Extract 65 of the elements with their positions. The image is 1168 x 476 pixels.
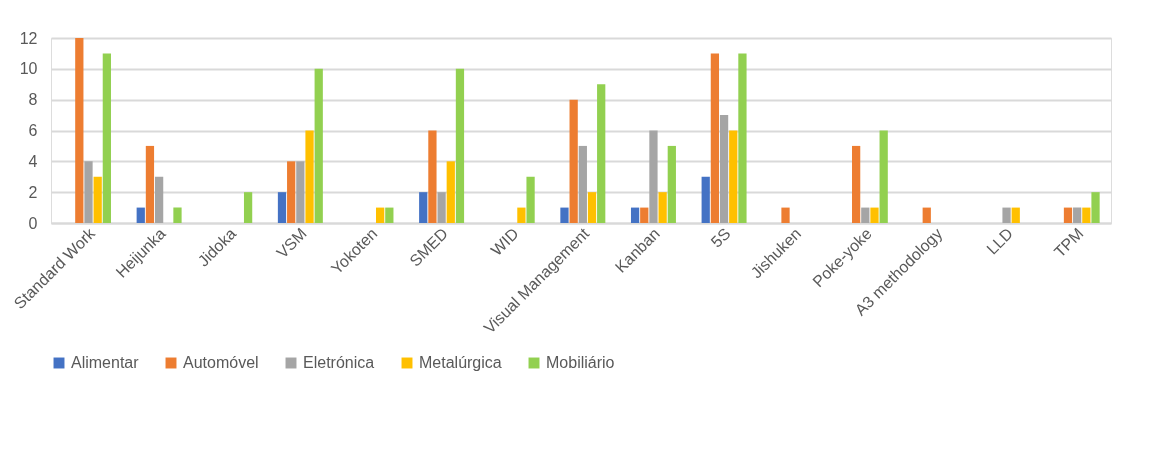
- bar: [1073, 207, 1082, 223]
- bar: [287, 161, 296, 223]
- bar: [560, 207, 569, 223]
- y-tick-label: 4: [28, 152, 38, 170]
- bar: [649, 130, 658, 223]
- bar: [597, 84, 606, 223]
- x-tick-label: 5S: [707, 224, 734, 251]
- bar: [630, 207, 640, 223]
- y-tick-label: 10: [19, 60, 38, 78]
- bar: [243, 192, 253, 223]
- bar: [84, 161, 93, 223]
- bar: [587, 192, 597, 223]
- bar: [376, 207, 385, 223]
- bar: [1063, 207, 1073, 223]
- bar: [1091, 192, 1100, 223]
- bar: [1011, 207, 1020, 223]
- bar: [419, 192, 428, 223]
- bar: [517, 207, 526, 223]
- bar: [781, 207, 790, 223]
- bar: [870, 207, 879, 223]
- legend-label: Alimentar: [71, 354, 140, 371]
- y-tick-label: 2: [28, 183, 38, 201]
- y-tick-label: 8: [28, 91, 38, 109]
- x-tick-label: LLD: [983, 224, 1017, 258]
- bar: [296, 161, 305, 223]
- bar: [385, 207, 394, 223]
- bar: [738, 53, 747, 223]
- bar: [314, 68, 323, 223]
- bar: [569, 99, 578, 223]
- bar: [658, 192, 667, 223]
- legend-label: Eletrónica: [303, 354, 375, 371]
- bar: [719, 115, 729, 223]
- bar: [305, 130, 314, 223]
- bar: [1082, 207, 1091, 223]
- bar: [437, 192, 446, 223]
- bar: [526, 176, 535, 223]
- bar: [640, 207, 649, 223]
- bar: [701, 176, 710, 223]
- bar: [136, 207, 145, 223]
- legend-label: Metalúrgica: [419, 354, 502, 371]
- bar: [75, 38, 84, 223]
- legend-label: Automóvel: [183, 354, 259, 371]
- bar: [578, 145, 587, 223]
- bar: [922, 207, 931, 223]
- bar: [455, 68, 465, 223]
- bar: [446, 161, 455, 223]
- bar: [93, 176, 102, 223]
- legend-label: Mobiliário: [546, 354, 615, 371]
- bar: [428, 130, 437, 223]
- bar: [710, 53, 720, 223]
- bar: [102, 53, 111, 223]
- bar: [1002, 207, 1011, 223]
- bar: [173, 207, 182, 223]
- bar: [145, 145, 155, 223]
- bar: [729, 130, 738, 223]
- y-tick-label: 0: [28, 214, 38, 232]
- bar: [667, 145, 676, 223]
- x-tick-label: WID: [487, 224, 522, 259]
- bar: [861, 207, 870, 223]
- bar: [879, 130, 888, 223]
- y-tick-label: 12: [19, 29, 38, 47]
- y-tick-label: 6: [28, 122, 38, 139]
- bar: [277, 192, 287, 223]
- bar: [852, 145, 861, 223]
- bar: [154, 176, 164, 223]
